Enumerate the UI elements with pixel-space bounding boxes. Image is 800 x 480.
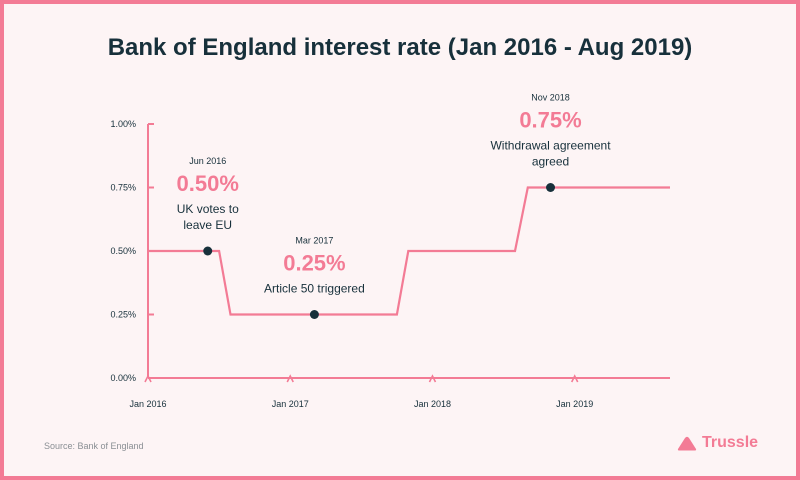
brand-name: Trussle: [702, 434, 758, 452]
annotation-label: Withdrawal agreement: [490, 139, 611, 153]
brand-logo: Trussle: [676, 432, 758, 454]
annotation-value: 0.75%: [519, 108, 581, 133]
y-tick-label: 0.25%: [110, 310, 136, 320]
data-point-marker: [310, 310, 319, 319]
y-tick-label: 0.00%: [110, 373, 136, 383]
annotation-date: Nov 2018: [531, 93, 570, 103]
annotation-value: 0.25%: [283, 251, 345, 276]
source-note: Source: Bank of England: [44, 441, 144, 451]
annotation-label: leave EU: [183, 218, 232, 232]
annotation-value: 0.50%: [177, 171, 239, 196]
x-tick-label: Jan 2019: [556, 399, 593, 409]
annotation-label: UK votes to: [177, 202, 239, 216]
y-tick-label: 0.75%: [110, 183, 136, 193]
y-tick-label: 0.50%: [110, 246, 136, 256]
data-point-marker: [203, 247, 212, 256]
tick-labels: 0.00% 0.25% 0.50% 0.75% 1.00% Jan 2016 Jan 201…: [110, 119, 593, 409]
annotations: Jun 2016 0.50% UK votes to leave EU Mar 2017…: [177, 93, 612, 320]
x-tick-label: Jan 2016: [129, 399, 166, 409]
x-tick-label: Jan 2017: [272, 399, 309, 409]
annotation-date: Mar 2017: [295, 236, 333, 246]
annotation-label: agreed: [532, 155, 569, 169]
x-tick-label: Jan 2018: [414, 399, 451, 409]
trussle-logo-icon: [676, 434, 698, 452]
annotation-label: Article 50 triggered: [264, 282, 365, 296]
annotation-date: Jun 2016: [189, 156, 226, 166]
data-point-marker: [546, 183, 555, 192]
y-tick-label: 1.00%: [110, 119, 136, 129]
chart-svg: 0.00% 0.25% 0.50% 0.75% 1.00% Jan 2016 Jan 201…: [0, 0, 800, 480]
